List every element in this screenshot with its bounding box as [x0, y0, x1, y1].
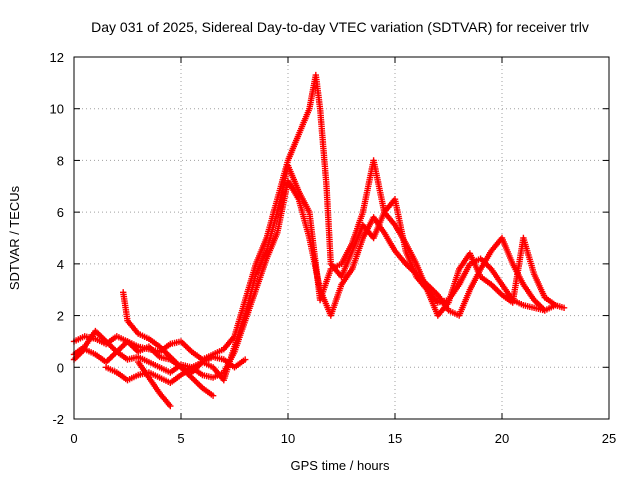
x-tick-label: 20: [495, 431, 509, 446]
series-pass-1: [70, 71, 568, 363]
x-tick-label: 5: [177, 431, 184, 446]
y-tick-label: 6: [57, 205, 64, 220]
data-point: [552, 302, 559, 309]
data-point: [242, 356, 249, 363]
y-tick-label: 2: [57, 309, 64, 324]
x-tick-label: 10: [281, 431, 295, 446]
series-pass-6: [120, 289, 217, 399]
y-tick-label: 8: [57, 153, 64, 168]
y-tick-label: 12: [50, 50, 64, 65]
y-tick-label: -2: [52, 412, 64, 427]
x-tick-label: 25: [602, 431, 616, 446]
y-tick-label: 0: [57, 360, 64, 375]
chart-title: Day 031 of 2025, Sidereal Day-to-day VTE…: [91, 19, 589, 35]
x-tick-label: 15: [388, 431, 402, 446]
axis-ticks: 0 5 10 15 20 25 -2 0 2 4 6 8 10 12: [50, 50, 617, 446]
y-tick-label: 4: [57, 257, 64, 272]
y-axis-label: SDTVAR / TECUs: [7, 185, 22, 290]
series-pass-3: [70, 157, 559, 384]
plot-frame: [73, 56, 610, 420]
x-axis-label: GPS time / hours: [291, 458, 390, 473]
data-point: [541, 307, 548, 314]
x-tick-label: 0: [70, 431, 77, 446]
data-point: [560, 304, 568, 312]
data-point: [167, 402, 174, 410]
data-point: [209, 392, 217, 399]
y-tick-label: 10: [50, 102, 64, 117]
data-series: [70, 71, 568, 410]
series-pass-5: [135, 358, 174, 410]
